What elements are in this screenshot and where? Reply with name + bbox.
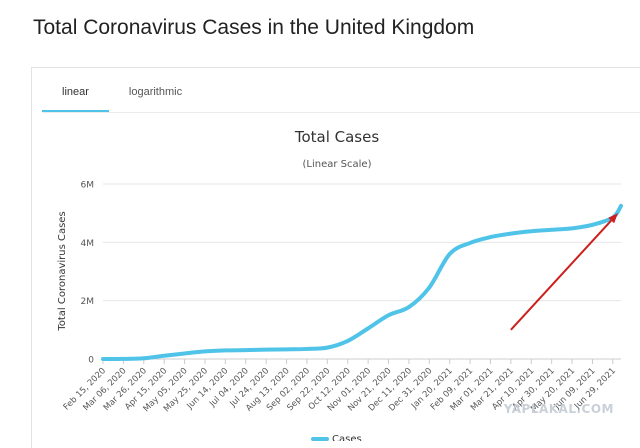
data-point <box>590 223 595 227</box>
data-point <box>121 357 125 361</box>
data-point <box>366 326 370 330</box>
data-point <box>325 346 329 350</box>
data-point <box>101 357 105 361</box>
watermark: YAPLAKAL.COM <box>503 402 614 416</box>
chart-title: Total Cases <box>294 128 380 146</box>
data-point <box>223 348 227 352</box>
tab-linear[interactable]: linear <box>42 68 109 113</box>
chart-subtitle: (Linear Scale) <box>303 159 372 170</box>
data-point <box>305 347 309 351</box>
data-point <box>468 241 472 245</box>
data-point <box>284 347 289 351</box>
scale-tabs: linear logarithmic <box>42 68 202 113</box>
data-point <box>264 348 268 352</box>
chart-card: linear logarithmic <box>31 67 640 448</box>
data-point <box>509 231 513 236</box>
data-point <box>182 351 187 356</box>
data-point <box>550 228 554 232</box>
data-point <box>162 354 166 358</box>
data-point <box>244 348 248 352</box>
legend-label-cases: Cases <box>332 434 362 441</box>
data-point <box>407 305 411 309</box>
page-title: Total Coronavirus Cases in the United Ki… <box>33 16 475 39</box>
data-point <box>448 252 452 256</box>
y-tick-label: 6M <box>81 181 95 191</box>
data-point <box>346 339 350 343</box>
legend: Cases <box>311 434 362 441</box>
data-point <box>386 313 391 317</box>
data-point <box>427 285 431 290</box>
y-tick-label: 2M <box>81 297 95 307</box>
data-point <box>529 229 533 233</box>
y-tick-label: 4M <box>81 239 95 249</box>
annotation-arrowhead <box>608 213 618 224</box>
annotation-arrow <box>510 219 612 331</box>
data-point <box>488 235 493 239</box>
tab-divider <box>42 112 640 113</box>
data-point <box>570 226 574 230</box>
tab-logarithmic[interactable]: logarithmic <box>128 86 183 98</box>
series-line-cases <box>101 203 623 361</box>
data-point <box>142 356 146 360</box>
y-axis-label: Total Coronavirus Cases <box>57 211 68 331</box>
data-point <box>203 349 207 354</box>
data-point <box>619 204 623 208</box>
y-tick-label: 0 <box>88 356 94 366</box>
